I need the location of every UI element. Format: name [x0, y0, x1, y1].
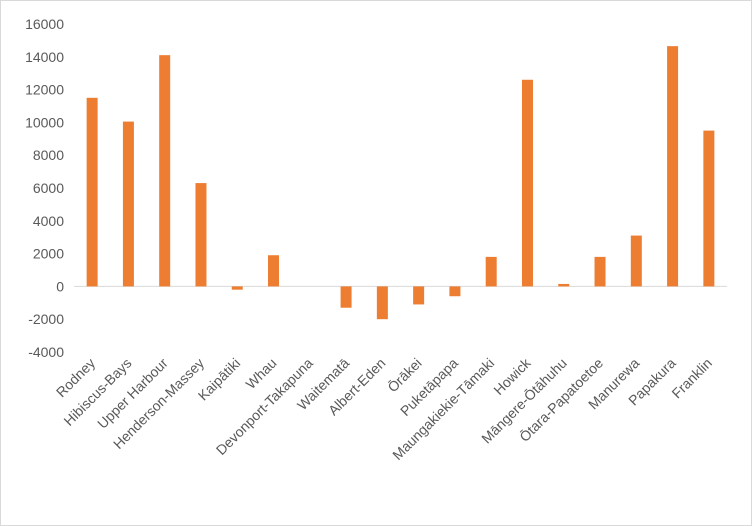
bar — [376, 286, 388, 320]
bar — [122, 121, 134, 287]
bar — [86, 97, 98, 287]
y-tick-label: 14000 — [25, 49, 64, 65]
bar — [413, 286, 425, 305]
bar — [231, 286, 243, 290]
y-tick-label: 10000 — [25, 114, 64, 130]
y-axis-ticks: -4000 -2000 0 2000 4000 6000 8000 10000 12000 140… — [25, 16, 64, 360]
bar — [667, 46, 679, 287]
y-tick-label: -4000 — [28, 344, 64, 360]
x-tick-label: Franklin — [668, 355, 715, 402]
bar — [485, 256, 497, 287]
bar — [195, 183, 207, 287]
bar — [159, 55, 171, 287]
y-tick-label: 16000 — [25, 16, 64, 32]
bar — [340, 286, 352, 308]
y-tick-label: 2000 — [33, 246, 64, 262]
y-tick-label: 0 — [56, 278, 64, 294]
y-tick-label: -2000 — [28, 311, 64, 327]
bar — [268, 255, 280, 287]
bar — [521, 79, 533, 287]
bar — [703, 130, 715, 287]
y-tick-label: 6000 — [33, 180, 64, 196]
y-tick-label: 8000 — [33, 147, 64, 163]
bar — [449, 286, 461, 297]
bar — [630, 235, 642, 287]
y-tick-label: 4000 — [33, 213, 64, 229]
bar — [558, 283, 570, 287]
y-tick-label: 12000 — [25, 82, 64, 98]
bar-series — [86, 46, 715, 320]
bar — [594, 256, 606, 287]
